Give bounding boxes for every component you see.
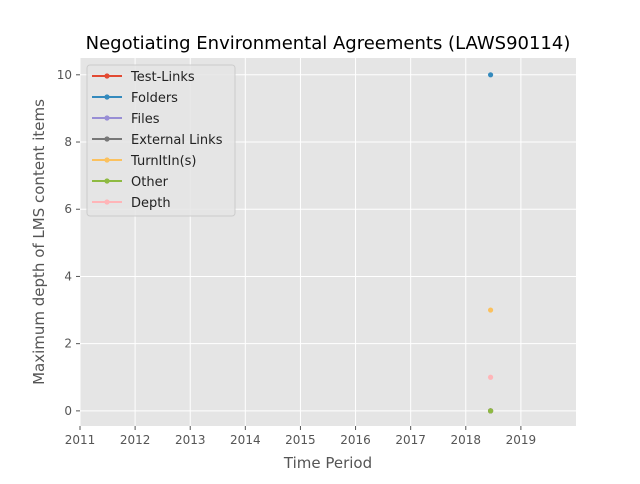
legend-label-files: Files: [131, 112, 160, 127]
x-axis-label: Time Period: [283, 454, 372, 472]
legend-marker-files: [104, 115, 110, 121]
legend: Test-Links Folders Files External Links Turn…: [86, 64, 236, 217]
x-tick-label: 2013: [175, 433, 206, 447]
legend-marker-folders: [104, 94, 110, 100]
y-tick-label: 2: [64, 337, 72, 351]
x-tick-label: 2016: [340, 433, 371, 447]
x-tick-label: 2012: [120, 433, 151, 447]
y-tick-label: 4: [64, 269, 72, 283]
legend-marker-other: [104, 178, 110, 184]
legend-box: [86, 64, 236, 217]
legend-label-turnitin-s: TurnItIn(s): [130, 154, 196, 169]
y-axis-ticks: 0 2 4 6 8 10: [57, 68, 80, 418]
legend-marker-depth: [104, 199, 110, 205]
legend-label-external-links: External Links: [131, 133, 223, 148]
y-tick-label: 6: [64, 202, 72, 216]
legend-marker-test-links: [104, 73, 110, 79]
x-axis-ticks: 2011 2012 2013 2014 2015 2016 2017 2018 2019: [65, 426, 536, 447]
data-point-other: [487, 408, 494, 414]
legend-label-test-links: Test-Links: [130, 70, 195, 85]
data-point-turnitin-s: [487, 307, 494, 313]
data-point-depth: [487, 374, 494, 380]
y-tick-label: 10: [57, 68, 72, 82]
legend-marker-turnitin-s: [104, 157, 110, 163]
legend-label-other: Other: [131, 175, 169, 190]
x-tick-label: 2019: [506, 433, 537, 447]
legend-label-folders: Folders: [131, 91, 178, 106]
x-tick-label: 2017: [395, 433, 426, 447]
x-tick-label: 2011: [65, 433, 96, 447]
y-tick-label: 0: [64, 404, 72, 418]
chart-title: Negotiating Environmental Agreements (LA…: [86, 33, 571, 54]
y-axis-label: Maximum depth of LMS content items: [30, 99, 48, 385]
legend-marker-external-links: [104, 136, 110, 142]
x-tick-label: 2015: [285, 433, 316, 447]
y-tick-label: 8: [64, 135, 72, 149]
x-tick-label: 2014: [230, 433, 261, 447]
legend-label-depth: Depth: [131, 196, 171, 211]
data-marks: [487, 72, 494, 414]
data-point-folders: [487, 72, 494, 78]
x-tick-label: 2018: [451, 433, 482, 447]
